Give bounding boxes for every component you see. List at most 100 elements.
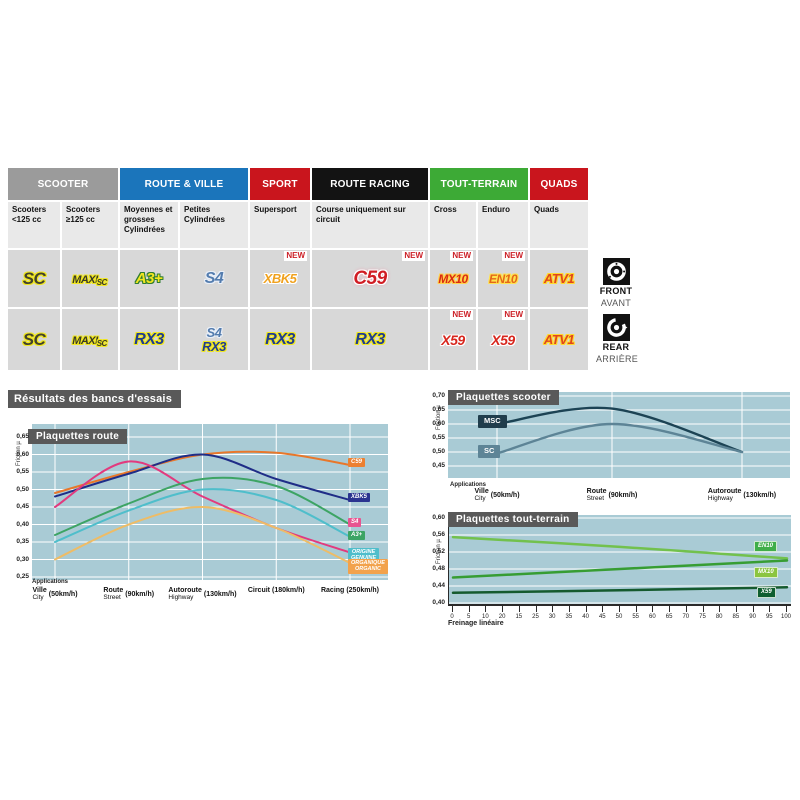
chart-plaquettes-tout-terrain: Friction µ Plaquettes tout-terrain Frein…: [430, 508, 798, 640]
rear-row-cell: ATV1: [530, 309, 588, 370]
y-tick-label: 0,65: [16, 433, 29, 440]
x-tick-label: 70: [682, 614, 690, 620]
y-tick-label: 0,60: [432, 420, 445, 427]
x-tick-mark: [518, 606, 520, 612]
series-badge-a3-: A3+: [348, 531, 366, 540]
series-line-x59: [451, 586, 789, 595]
x-category-words: Route Street: [103, 587, 123, 602]
table-header-quads: QUADS: [530, 168, 588, 200]
product-logo-rx3: RX3: [265, 330, 295, 348]
badge-line: S4: [351, 519, 359, 525]
rear-label: REAR: [602, 342, 630, 352]
product-logo-xbk5: XBK5: [263, 271, 297, 286]
x-category-label: Ville City (50km/h): [474, 488, 519, 503]
x-category-fr: Racing: [320, 587, 345, 594]
series-line-organique-organic: [54, 505, 351, 564]
y-tick-label: 0,45: [16, 503, 29, 510]
rear-row-cell: NEW X59: [430, 309, 476, 370]
rear-row-cell: RX3: [312, 309, 428, 370]
table-subheader: Scooters <125 cc: [8, 202, 60, 248]
tout_terrain-svg: [449, 517, 791, 604]
table-subheader: Course uniquement sur circuit: [312, 202, 428, 248]
product-logo-maxisc: MAXISC: [72, 332, 108, 348]
chart-plaquettes-route: Friction µ Plaquettes route Applications…: [8, 418, 400, 614]
series-badge-en10: EN10: [754, 541, 778, 552]
x-tick-label: 0: [450, 614, 454, 620]
x-tick-label: 65: [665, 614, 673, 620]
table-subheader: Scooters ≥125 cc: [62, 202, 118, 248]
product-logo-rx3: RX3: [134, 330, 164, 348]
x-tick-label: 20: [498, 614, 506, 620]
product-logo-en10: EN10: [488, 271, 518, 286]
maxi-text: MAXI: [72, 334, 98, 347]
series-line-a3-: [54, 476, 351, 536]
x-tick-mark: [619, 606, 620, 612]
series-badge-sc: SC: [478, 445, 501, 458]
table-subheader: Quads: [530, 202, 588, 248]
x-category-fr: Ville: [32, 587, 47, 594]
x-tick-mark: [752, 606, 754, 612]
badge-line: ORIGINE: [351, 549, 376, 555]
x-category-words: Route Street: [587, 488, 607, 503]
x-tick-label: 40: [582, 614, 589, 620]
rear-row-cell: RX3: [120, 309, 178, 370]
route-svg: [32, 424, 388, 580]
new-badge: NEW: [502, 310, 525, 320]
front-row-cell: MAXISC: [62, 250, 118, 307]
application-table: SCOOTER ROUTE & VILLE SPORT ROUTE RACING TOU…: [8, 168, 588, 370]
scooter-plot-area: [448, 392, 790, 478]
y-tick-label: 0,40: [16, 520, 29, 528]
new-badge: NEW: [450, 251, 473, 261]
x-category-speed: (50km/h): [490, 491, 520, 499]
y-tick-label: 0,55: [16, 468, 29, 475]
series-line-en10: [451, 535, 789, 560]
rear-row-cell: S4 RX3: [180, 309, 248, 370]
badge-line: A3+: [351, 532, 363, 538]
series-badge-s4: S4: [348, 518, 362, 527]
y-tick-label: 0,48: [432, 565, 445, 572]
x-category-fr: Route: [103, 587, 124, 594]
x-tick-label: 80: [715, 614, 723, 620]
x-category-label: Route Street (90km/h): [587, 488, 638, 503]
table-subheader: Cross: [430, 202, 476, 248]
badge-line: ORGANIC: [354, 566, 381, 573]
x-tick-label: 35: [565, 614, 573, 620]
avant-label: AVANT: [600, 298, 632, 308]
tout-terrain-chart-title: Plaquettes tout-terrain: [448, 512, 578, 527]
product-logo-s4: S4: [206, 325, 222, 340]
x-tick-mark: [652, 606, 654, 612]
product-logo-c59: C59: [353, 268, 387, 289]
x-tick-label: 95: [765, 614, 773, 620]
x-tick-label: 25: [532, 614, 539, 620]
new-badge: NEW: [402, 251, 425, 261]
x-category-en: Street: [103, 594, 121, 601]
x-category-fr: Autoroute: [707, 488, 742, 495]
x-category-fr: Route: [586, 488, 607, 495]
product-logo-atv1: ATV1: [543, 271, 575, 286]
x-tick-mark: [769, 606, 771, 612]
y-tick-label: 0,70: [432, 392, 445, 399]
x-tick-label: 75: [699, 614, 706, 620]
product-logo-rx3: RX3: [355, 330, 385, 348]
x-tick-mark: [485, 606, 487, 612]
x-category-fr: Autoroute: [168, 587, 202, 594]
badge-line: XBK5: [351, 494, 368, 500]
x-category-en: Street: [586, 495, 605, 502]
rear-row-cell: RX3: [250, 309, 310, 370]
x-category-words: Autoroute Highway: [168, 587, 201, 602]
y-tick-label: 0,65: [432, 406, 445, 413]
x-tick-label: 60: [649, 614, 656, 620]
series-badge-x59: X59: [757, 587, 776, 598]
x-tick-label: 100: [780, 614, 792, 620]
x-category-en: City: [32, 594, 44, 601]
x-category-en: City: [474, 495, 486, 502]
x-category-speed: (250km/h): [346, 587, 380, 594]
x-tick-mark: [535, 606, 537, 612]
x-category-speed: (90km/h): [608, 491, 638, 499]
scooter-applications-label: Applications: [450, 482, 487, 488]
product-logo-atv1: ATV1: [543, 332, 575, 347]
new-badge: NEW: [502, 251, 525, 261]
front-brake-disc-icon: [602, 258, 630, 285]
x-category-speed: (50km/h): [48, 590, 78, 598]
y-tick-label: 0,25: [16, 573, 29, 580]
